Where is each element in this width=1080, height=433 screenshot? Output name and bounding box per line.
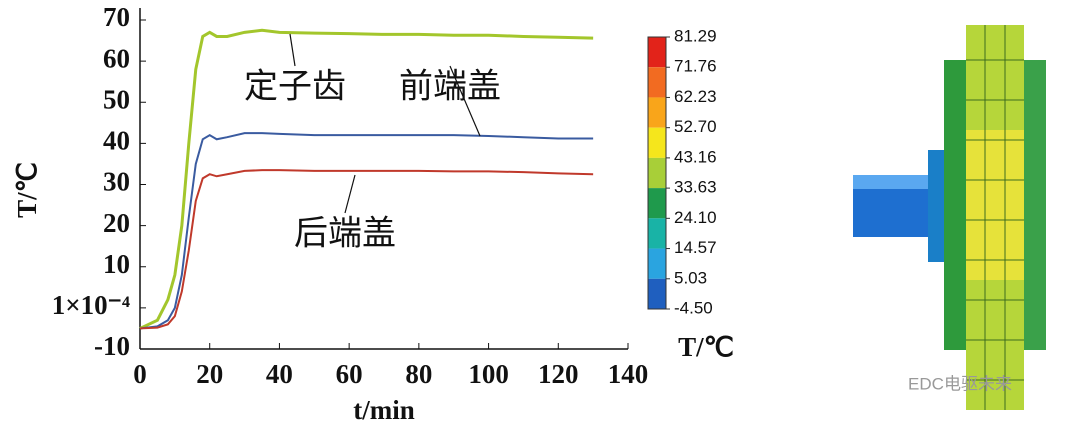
y-tick-label: 10 bbox=[103, 249, 130, 279]
colorbar-label: T/℃ bbox=[678, 332, 734, 362]
colorbar-tick-label: 81.29 bbox=[674, 26, 717, 45]
y-tick-label: 1×10⁻⁴ bbox=[52, 290, 130, 320]
y-tick-label: 60 bbox=[103, 43, 130, 73]
colorbar-tick-label: 33.63 bbox=[674, 178, 717, 197]
colorbar-segment bbox=[648, 127, 666, 158]
annotation-leader bbox=[449, 65, 481, 137]
x-tick-label: 0 bbox=[133, 359, 147, 389]
watermark: EDC电驱未来 bbox=[908, 374, 1012, 393]
series-line bbox=[139, 132, 594, 330]
x-tick-label: 100 bbox=[468, 359, 509, 389]
x-tick-label: 40 bbox=[266, 359, 293, 389]
colorbar-tick-label: 14.57 bbox=[674, 238, 717, 257]
colorbar-tick-label: 24.10 bbox=[674, 208, 717, 227]
colorbar-segment bbox=[648, 278, 666, 309]
rear-cover bbox=[1024, 60, 1046, 350]
series-line bbox=[139, 169, 594, 330]
annotation-leader bbox=[289, 33, 296, 67]
y-tick-label: 70 bbox=[103, 2, 130, 32]
colorbar-segment bbox=[648, 218, 666, 249]
annotation-leader bbox=[344, 174, 356, 214]
colorbar-segment bbox=[648, 188, 666, 219]
motor-render bbox=[853, 25, 1046, 410]
y-axis-label: T/℃ bbox=[12, 162, 42, 218]
colorbar-tick-label: 43.16 bbox=[674, 147, 717, 166]
colorbar-tick-label: 52.70 bbox=[674, 117, 717, 136]
colorbar-tick-label: -4.50 bbox=[674, 298, 713, 317]
x-tick-label: 60 bbox=[336, 359, 363, 389]
colorbar-segment bbox=[648, 37, 666, 68]
x-tick-label: 80 bbox=[405, 359, 432, 389]
colorbar-tick-label: 5.03 bbox=[674, 268, 707, 287]
y-tick-label: -10 bbox=[94, 331, 130, 361]
colorbar-tick-label: 62.23 bbox=[674, 87, 717, 106]
shaft-highlight bbox=[853, 175, 933, 189]
colorbar-segment bbox=[648, 157, 666, 189]
x-tick-label: 120 bbox=[538, 359, 579, 389]
y-tick-label: 20 bbox=[103, 208, 130, 238]
y-tick-label: 30 bbox=[103, 167, 130, 197]
colorbar-tick-label: 71.76 bbox=[674, 57, 717, 76]
series-label: 前端盖 bbox=[399, 67, 501, 107]
y-tick-label: 40 bbox=[103, 126, 130, 156]
colorbar-frame bbox=[647, 36, 667, 310]
colorbar-segment bbox=[648, 248, 666, 279]
colorbar-segment bbox=[648, 97, 666, 128]
stator-hot bbox=[966, 130, 1024, 280]
series-label: 后端盖 bbox=[294, 214, 396, 254]
series-label: 定子齿 bbox=[244, 67, 346, 107]
x-axis-label: t/min bbox=[353, 395, 415, 425]
series-line bbox=[139, 28, 594, 330]
x-tick-label: 140 bbox=[608, 359, 649, 389]
y-tick-label: 50 bbox=[103, 84, 130, 114]
x-tick-label: 20 bbox=[196, 359, 223, 389]
colorbar-segment bbox=[648, 67, 666, 98]
front-cover bbox=[944, 60, 966, 350]
